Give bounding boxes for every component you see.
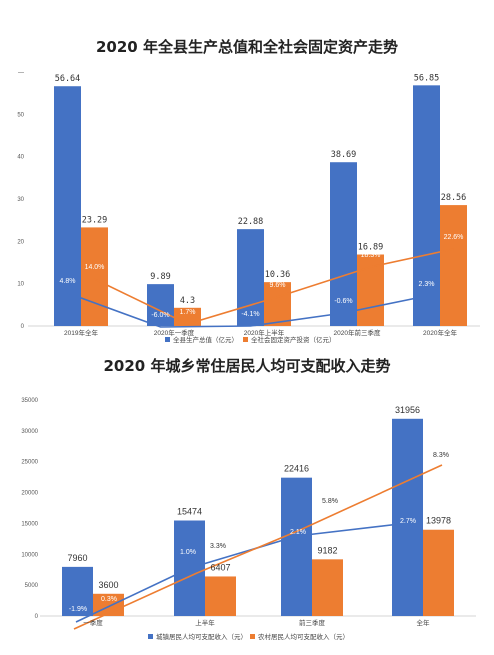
c1-gdp-growth-line: [67, 292, 427, 328]
c2-rural-growth-label: 5.8%: [322, 498, 338, 505]
c2-bar-urban: [392, 418, 423, 616]
c1-investment-value-label: 23.29: [82, 215, 108, 225]
c1-category-label: 2020年全年: [423, 328, 457, 337]
c1-legend-swatch-gdp: [165, 337, 170, 342]
c1-investment-value-label: 4.3: [180, 296, 195, 306]
c1-category-label: 2020年前三季度: [334, 328, 381, 337]
c1-ytick-label: 30: [17, 197, 24, 203]
c2-legend-label-urban: 城镇居民人均可支配收入（元）: [156, 632, 247, 641]
c2-category-label: 前三季度: [299, 618, 326, 627]
income-chart: 2020 年城乡常住居民人均可支配收入走势 0 5000 10000 15000 200…: [21, 357, 476, 641]
gdp-investment-chart: 2020 年全县生产总值和全社会固定资产走势 0 10 20 30 40 50 — 56.6…: [17, 38, 480, 344]
c2-urban-growth-label: 2.1%: [290, 529, 306, 536]
c2-legend-swatch-urban: [148, 634, 153, 639]
c1-gdp-value-label: 56.85: [414, 73, 440, 83]
c2-ytick-label: 30000: [21, 429, 38, 435]
c1-ytick-label: 40: [17, 155, 24, 161]
c2-rural-value-label: 9182: [317, 545, 337, 555]
c1-gdp-growth-label: 4.8%: [60, 278, 76, 285]
c2-urban-growth-line: [75, 522, 409, 623]
c1-gdp-growth-label: 2.3%: [419, 281, 435, 288]
c1-investment-growth-label: 1.7%: [180, 309, 196, 316]
c1-investment-growth-label: 18.3%: [361, 252, 381, 259]
c1-gdp-value-label: 22.88: [238, 217, 264, 227]
c1-bar-gdp: [54, 86, 81, 326]
c1-investment-growth-label: 14.0%: [85, 264, 105, 271]
c2-urban-growth-label: -1.9%: [69, 606, 87, 613]
chart1-title: 2020 年全县生产总值和全社会固定资产走势: [96, 38, 398, 56]
c1-legend-label-gdp: 全县生产总值（亿元）: [173, 335, 238, 344]
c2-ytick-label: 5000: [25, 583, 39, 589]
c2-urban-value-label: 31956: [395, 405, 420, 415]
c1-bar-gdp: [330, 162, 357, 326]
c2-legend-label-rural: 农村居民人均可支配收入（元）: [258, 632, 349, 641]
c2-rural-growth-label: 8.3%: [433, 452, 449, 459]
c2-legend-swatch-rural: [250, 634, 255, 639]
c1-gdp-value-label: 38.69: [331, 150, 357, 160]
c1-gdp-growth-label: -0.6%: [334, 298, 352, 305]
c2-urban-value-label: 7960: [67, 553, 87, 563]
c1-bar-investment: [264, 282, 291, 326]
c2-bar-urban: [62, 566, 93, 616]
c1-investment-growth-label: 22.6%: [444, 234, 464, 241]
c1-legend-label-investment: 全社会固定资产投资（亿元）: [251, 335, 336, 344]
c2-ytick-label: 10000: [21, 552, 38, 558]
c1-ytick-label: 50: [17, 112, 24, 118]
c2-urban-growth-label: 1.0%: [180, 549, 196, 556]
c1-investment-value-label: 16.89: [358, 242, 384, 252]
c1-gdp-value-label: 9.89: [150, 272, 170, 282]
c2-ytick-label: 15000: [21, 521, 38, 527]
c1-category-label: 2020年上半年: [244, 328, 285, 337]
c2-ytick-label: 20000: [21, 491, 38, 497]
c2-urban-growth-label: 2.7%: [400, 518, 416, 525]
c2-bar-urban: [281, 477, 312, 616]
c1-bar-gdp: [413, 85, 440, 327]
c1-investment-growth-line: [94, 248, 454, 325]
c2-rural-value-label: 3600: [98, 580, 118, 590]
chart2-title: 2020 年城乡常住居民人均可支配收入走势: [104, 357, 391, 375]
c2-category-label: 上半年: [195, 618, 215, 627]
c1-bar-investment: [440, 205, 467, 326]
c2-bar-rural: [205, 576, 236, 616]
c1-gdp-value-label: 56.64: [55, 74, 81, 84]
c1-category-label: 2019年全年: [64, 328, 98, 337]
c2-ytick-label: 25000: [21, 460, 38, 466]
c2-rural-growth-line: [73, 464, 443, 630]
c1-ytick-label: 0: [21, 324, 25, 330]
c1-gdp-growth-label: -4.1%: [241, 311, 259, 318]
c2-ytick-label: 0: [35, 614, 39, 620]
c2-category-label: 一季度: [83, 618, 103, 627]
c1-investment-value-label: 28.56: [441, 193, 467, 203]
c2-rural-value-label: 6407: [210, 562, 230, 572]
c2-bar-rural: [423, 529, 454, 616]
c2-ytick-label: 35000: [21, 398, 38, 404]
c1-legend-swatch-investment: [243, 337, 248, 342]
c1-category-label: 2020年一季度: [154, 328, 195, 337]
c2-rural-growth-label: 3.3%: [210, 543, 226, 550]
c1-bar-gdp: [237, 229, 264, 326]
c2-bar-rural: [312, 559, 343, 616]
c2-category-label: 全年: [417, 618, 431, 627]
c1-bar-investment: [81, 227, 108, 326]
c1-ytick-label: 10: [17, 282, 24, 288]
c1-bar-gdp: [147, 284, 174, 326]
c1-investment-value-label: 10.36: [265, 270, 291, 280]
c2-urban-value-label: 22416: [284, 464, 309, 474]
c2-rural-value-label: 13978: [426, 516, 451, 526]
c1-gdp-growth-label: -6.0%: [151, 312, 169, 319]
c2-urban-value-label: 15474: [177, 507, 202, 517]
c1-ytick-label: —: [18, 70, 24, 76]
c2-rural-growth-label: 0.3%: [101, 596, 117, 603]
c1-investment-growth-label: 9.6%: [270, 282, 286, 289]
c1-ytick-label: 20: [17, 239, 24, 245]
